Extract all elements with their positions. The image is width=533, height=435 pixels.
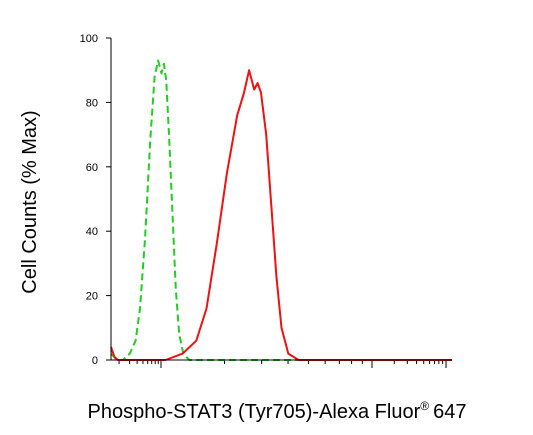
x-axis-title: Phospho-STAT3 (Tyr705)-Alexa Fluor® 647: [88, 399, 467, 423]
series-1-line: [110, 59, 452, 361]
series-curves: [110, 59, 452, 361]
x-axis-title-main: Phospho-STAT3 (Tyr705)-Alexa Fluor: [88, 401, 421, 423]
axis-ticks: [106, 37, 447, 368]
y-tick-label: 20: [86, 291, 98, 303]
y-tick-label: 40: [86, 226, 98, 238]
series-2-line: [110, 69, 452, 361]
x-axis-title-registered-mark: ®: [420, 399, 429, 413]
x-axis-title-suffix: 647: [433, 401, 466, 423]
y-tick-labels: 0 20 40 60 80 100: [80, 33, 98, 367]
y-tick-label: 80: [86, 97, 98, 109]
y-tick-label: 60: [86, 162, 98, 174]
y-tick-label: 100: [80, 33, 98, 45]
y-tick-label: 0: [92, 355, 98, 367]
y-axis-title: Cell Counts (% Max): [19, 110, 41, 293]
